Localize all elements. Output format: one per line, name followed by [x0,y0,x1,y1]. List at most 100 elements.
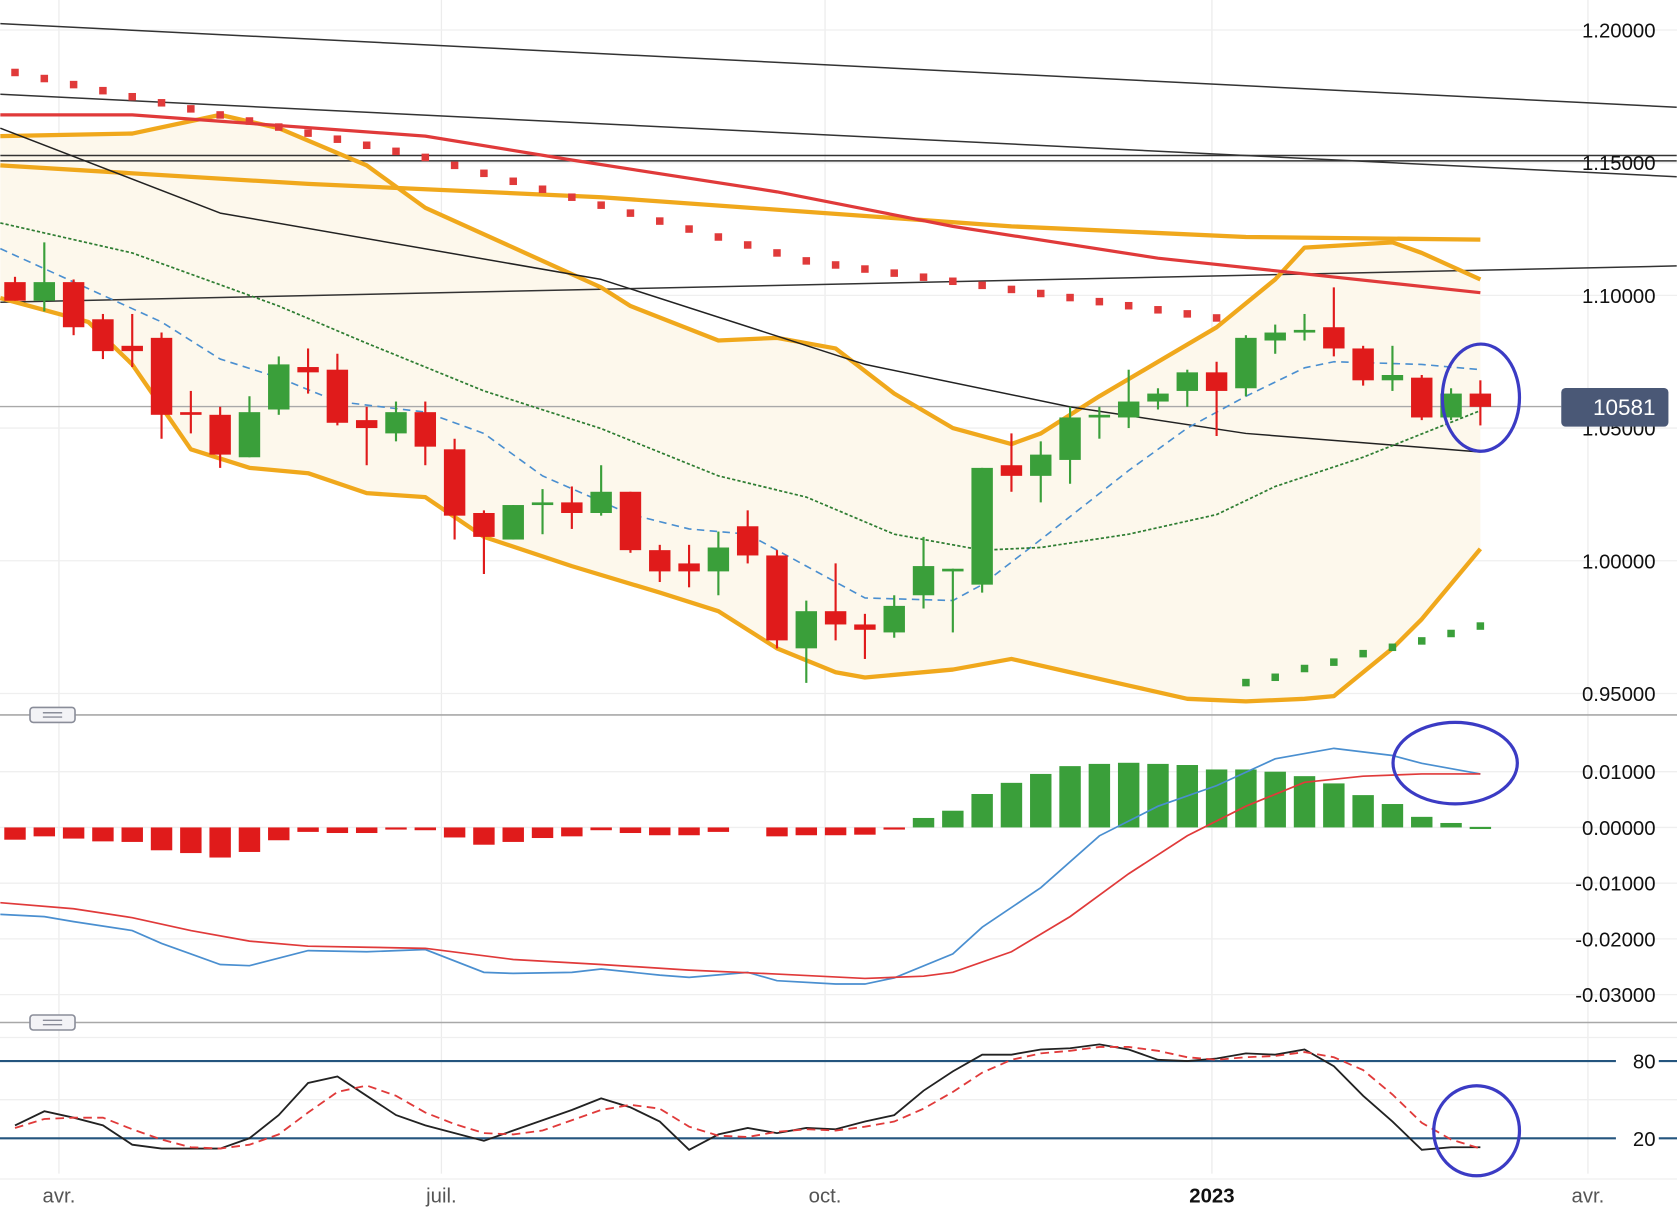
price-axis-label: 0.95000 [1582,684,1656,706]
candle-body [1088,414,1111,418]
macd-histogram-bar [33,827,56,837]
candle[interactable] [1264,324,1286,354]
sar-dot [157,99,166,107]
macd-histogram-bar [297,827,319,832]
candle[interactable] [561,486,583,529]
macd-axis-label: -0.03000 [1575,985,1655,1007]
candle-body [649,550,671,572]
candle[interactable] [1117,369,1140,429]
candle[interactable] [326,353,349,426]
candle[interactable] [1147,388,1169,410]
candle[interactable] [766,550,788,649]
panel-resize-handle[interactable] [29,1014,76,1031]
candle[interactable] [1352,345,1374,386]
candle-body [1440,393,1462,418]
candle[interactable] [33,242,56,312]
sar-dot [216,111,224,119]
candle[interactable] [1205,361,1228,437]
candle[interactable] [531,489,554,535]
candle[interactable] [268,356,290,415]
candle[interactable] [971,467,993,593]
sar-dot [245,117,254,125]
candle[interactable] [180,390,202,434]
candle-body [942,568,964,572]
candle[interactable] [121,313,143,368]
candle[interactable] [1323,287,1345,357]
candle[interactable] [385,401,407,442]
candle[interactable] [590,465,612,516]
candle-body [150,337,173,415]
macd-histogram-bar [942,810,964,828]
sar-dot [538,185,547,193]
macd-histogram-bar [1117,762,1140,828]
candle-body [795,611,818,649]
sar-dot [890,269,898,277]
candle[interactable] [443,438,466,540]
candle[interactable] [297,348,319,394]
price-panel[interactable] [0,22,1677,704]
candle-body [1293,329,1316,333]
handle-box [29,706,76,724]
candle[interactable] [4,276,26,301]
candle[interactable] [1176,369,1199,407]
macd-histogram-bar [1059,766,1081,828]
candle[interactable] [912,536,935,609]
bollinger-upper-line [0,112,1482,447]
candle[interactable] [1030,441,1052,503]
macd-histogram-bar [473,827,495,845]
sar-dot [1388,643,1397,652]
sar-dot [69,80,78,89]
candle[interactable] [619,491,642,553]
candle[interactable] [502,505,524,540]
candle[interactable] [1059,406,1081,484]
axes: avr. juil. oct. 2023 avr. 1.20000 1.15000 1.100… [29,21,1656,1208]
macd-histogram-bar [1293,776,1316,828]
candle[interactable] [1000,433,1023,492]
candle[interactable] [883,595,905,638]
macd-histogram-bar [1440,822,1462,828]
macd-panel[interactable] [0,747,1492,985]
candle[interactable] [707,531,730,596]
candle[interactable] [92,313,114,360]
candle-body [531,502,554,506]
candle[interactable] [1469,380,1492,426]
sar-dot [802,257,811,265]
candle-body [1205,372,1228,391]
candle[interactable] [736,510,759,564]
macd-histogram-bar [1000,782,1023,828]
candle[interactable] [678,544,700,588]
candle[interactable] [1088,406,1111,439]
candle[interactable] [824,563,847,641]
sar-dot [1183,310,1192,318]
candle[interactable] [942,568,964,633]
candle[interactable] [1381,345,1404,391]
panel-resize-handle[interactable] [29,706,76,724]
candle-body [824,611,847,625]
candle[interactable] [854,613,876,659]
macd-histogram-bar [1381,804,1404,828]
candle[interactable] [62,279,85,336]
stochastic-panel[interactable] [0,1043,1677,1151]
candle[interactable] [473,510,495,575]
price-axis-label: 1.20000 [1582,21,1656,43]
candle[interactable] [209,406,231,468]
candle[interactable] [1293,313,1316,341]
candle[interactable] [414,401,437,466]
candle[interactable] [795,600,818,683]
macd-line [0,747,1481,985]
candle[interactable] [1440,388,1462,421]
candle[interactable] [649,544,671,583]
current-price-tag: 10581 [1561,387,1669,427]
blue-dashed-average-line [0,247,1481,602]
candle-body [1469,393,1492,407]
macd-histogram-bar [1147,763,1169,828]
green-dotted-average-line [0,222,1481,552]
candle[interactable] [238,396,261,458]
candle[interactable] [150,332,173,439]
candle[interactable] [1235,335,1257,397]
candle[interactable] [355,406,378,466]
macd-histogram-bar [531,827,554,839]
candle[interactable] [1411,375,1433,421]
macd-histogram-bar [355,827,378,834]
